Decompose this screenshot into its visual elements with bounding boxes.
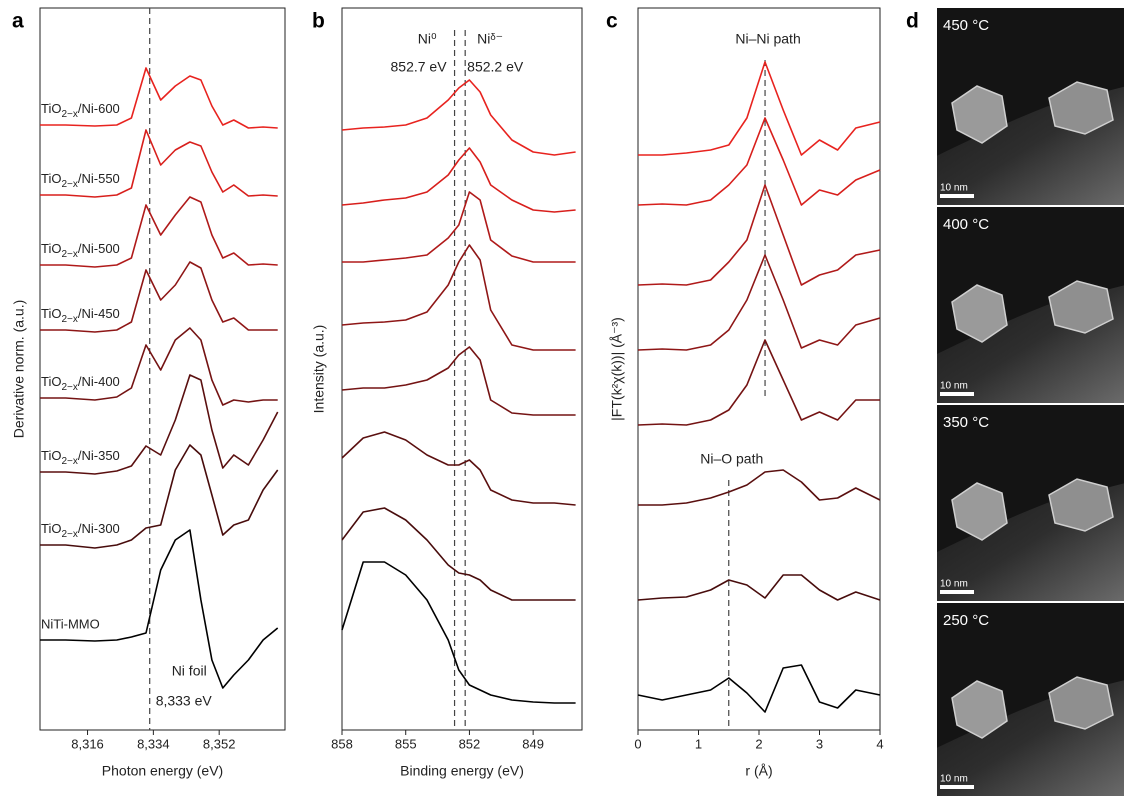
spectrum-line	[341, 244, 576, 351]
spectrum-line	[341, 147, 576, 213]
spectrum-line	[341, 561, 576, 704]
spectrum-line	[341, 507, 576, 601]
reference-label: 852.7 eV	[391, 59, 448, 75]
x-tick-label: 4	[876, 736, 883, 751]
annotation: Ni foil	[172, 663, 207, 679]
series-label: TiO2−x/Ni-500	[41, 241, 120, 259]
series-label: TiO2−x/Ni-550	[41, 171, 120, 189]
spectrum-line	[40, 67, 278, 129]
spectrum-line	[637, 574, 881, 601]
spectrum-line	[637, 254, 881, 351]
panel-letter: c	[606, 10, 618, 33]
micrograph: 450 °C 10 nm	[937, 8, 1124, 205]
spectrum-line	[40, 444, 279, 549]
species-label: Niᵟ⁻	[477, 31, 503, 47]
spectrum-line	[637, 339, 880, 426]
scale-bar	[940, 194, 974, 198]
series-label: TiO2−x/Ni-450	[41, 306, 120, 324]
particle	[1048, 676, 1114, 730]
scale-bar-label: 10 nm	[940, 579, 968, 590]
scale-bar	[940, 590, 974, 594]
particle	[1048, 280, 1114, 334]
spectrum-line	[342, 191, 576, 263]
particle	[951, 85, 1008, 144]
particle	[951, 482, 1008, 541]
scale-bar-label: 10 nm	[940, 183, 968, 194]
spectrum-line	[40, 374, 279, 475]
spectrum-line	[638, 469, 881, 506]
micrograph-label: 350 °C	[943, 414, 989, 431]
x-tick-label: 8,352	[203, 736, 236, 751]
reference-label: Ni–Ni path	[735, 31, 800, 47]
micrograph: 250 °C 10 nm	[937, 603, 1124, 796]
x-tick-label: 8,316	[71, 736, 104, 751]
x-tick-label: 3	[816, 736, 823, 751]
x-tick-label: 0	[634, 736, 641, 751]
x-axis-label: Photon energy (eV)	[102, 763, 223, 779]
x-tick-label: 849	[522, 736, 544, 751]
series-label: TiO2−x/Ni-300	[41, 521, 120, 539]
micrograph: 350 °C 10 nm	[937, 405, 1124, 601]
spectrum-line	[341, 346, 576, 416]
spectrum-line	[40, 327, 278, 406]
panel-letter: b	[312, 10, 325, 33]
particle	[1048, 478, 1114, 532]
spectrum-line	[40, 196, 278, 268]
micrograph: 400 °C 10 nm	[937, 207, 1124, 403]
spectrum-line	[637, 184, 881, 286]
x-tick-label: 2	[755, 736, 762, 751]
spectrum-line	[637, 664, 881, 713]
spectrum-line	[637, 117, 881, 206]
spectrum-line	[638, 61, 881, 156]
spectrum-line	[40, 129, 278, 198]
micrograph-label: 450 °C	[943, 17, 989, 34]
series-label: TiO2−x/Ni-400	[41, 374, 120, 392]
scale-bar-label: 10 nm	[940, 381, 968, 392]
reference-label: 8,333 eV	[156, 693, 213, 709]
spectrum-line	[40, 261, 278, 333]
x-tick-label: 855	[395, 736, 417, 751]
panel-letter: a	[12, 10, 24, 33]
spectrum-line	[341, 79, 576, 156]
particle	[951, 284, 1008, 343]
scale-bar	[940, 785, 974, 789]
x-axis-label: Binding energy (eV)	[400, 763, 524, 779]
x-tick-label: 852	[459, 736, 481, 751]
series-label: TiO2−x/Ni-350	[41, 448, 120, 466]
particle	[951, 680, 1008, 739]
reference-label: 852.2 eV	[467, 59, 524, 75]
scale-bar-label: 10 nm	[940, 774, 968, 785]
y-axis-label: |FT(k²χ(k))| (Å⁻³)	[609, 317, 625, 421]
y-axis-label: Derivative norm. (a.u.)	[11, 300, 27, 438]
series-label: TiO2−x/Ni-600	[41, 101, 120, 119]
x-tick-label: 8,334	[137, 736, 170, 751]
reference-label: Ni–O path	[700, 451, 763, 467]
x-tick-label: 1	[695, 736, 702, 751]
scale-bar	[940, 392, 974, 396]
series-label: NiTi-MMO	[41, 616, 100, 631]
x-axis-label: r (Å)	[745, 763, 772, 779]
particle	[1048, 81, 1114, 135]
x-tick-label: 858	[331, 736, 353, 751]
plot-frame	[39, 7, 286, 731]
y-axis-label: Intensity (a.u.)	[311, 325, 327, 414]
spectrum-line	[40, 529, 279, 689]
spectrum-line	[341, 431, 576, 506]
plot-frame	[637, 7, 881, 731]
species-label: Ni⁰	[418, 31, 437, 47]
micrograph-label: 400 °C	[943, 216, 989, 233]
micrograph-label: 250 °C	[943, 612, 989, 629]
panel-letter: d	[906, 10, 919, 33]
plot-frame	[341, 7, 583, 731]
